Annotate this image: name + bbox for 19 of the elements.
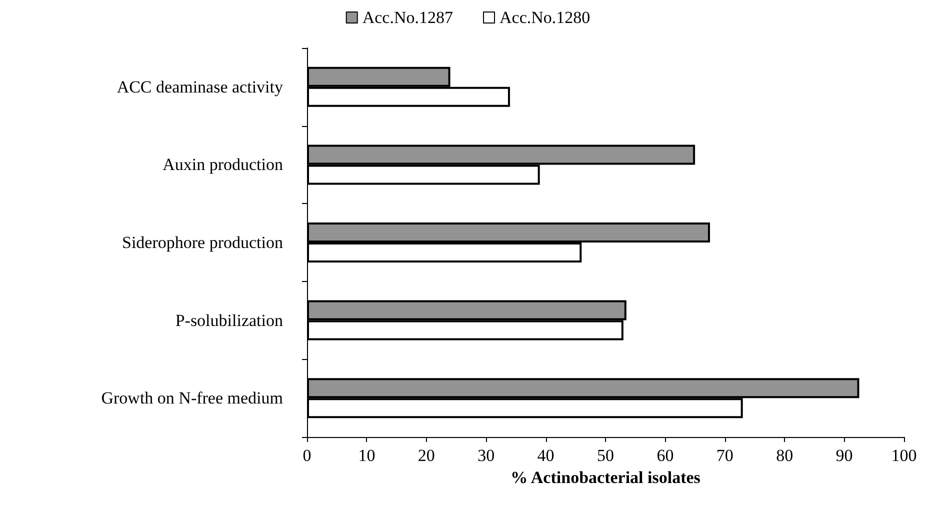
x-tick-label: 80 [776,446,794,465]
legend-label: Acc.No.1280 [500,8,590,27]
x-tick-label: 0 [302,446,312,465]
x-tick-label: 70 [716,446,734,465]
legend-label: Acc.No.1287 [362,8,454,27]
x-tick-label: 50 [597,446,614,465]
y-tick-label: ACC deaminase activity [116,77,284,96]
x-tick-label: 40 [537,446,554,465]
x-tick-label: 60 [656,446,674,465]
y-tick-label: Siderophore production [122,233,284,252]
y-tick-label: P-solubilization [175,310,284,330]
x-axis-title: % Actinobacterial isolates [510,468,701,487]
y-tick-label: Auxin production [162,155,284,174]
x-tick-label: 20 [418,446,435,465]
x-tick-label: 100 [891,446,917,465]
y-tick-label: Growth on N-free medium [101,388,283,408]
x-tick-label: 30 [478,446,495,465]
x-tick-label: 10 [358,446,376,465]
x-tick-label: 90 [836,446,853,465]
